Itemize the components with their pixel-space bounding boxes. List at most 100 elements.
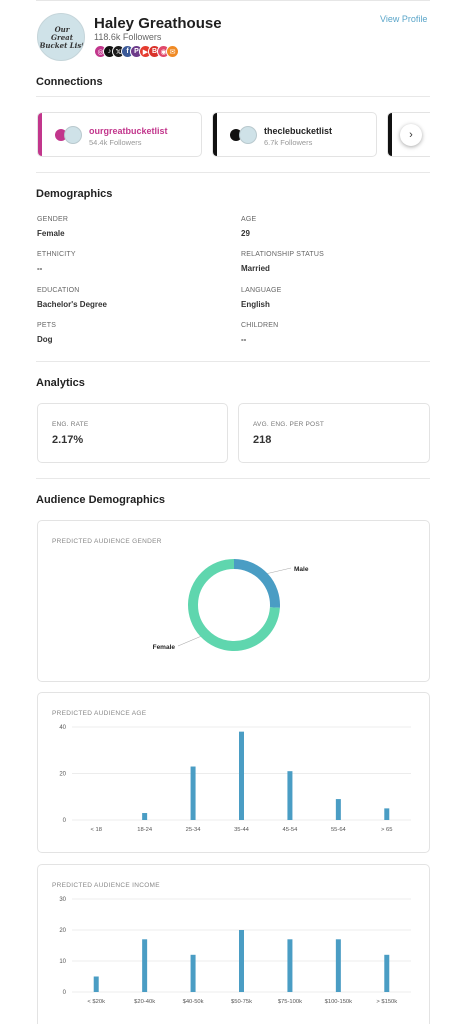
income-chart-card: PREDICTED AUDIENCE INCOME 0 10 20 30 < $20k $… bbox=[37, 864, 430, 1024]
bar-5[interactable] bbox=[335, 939, 341, 992]
gender-chart-title: PREDICTED AUDIENCE GENDER bbox=[52, 538, 162, 545]
y-tick-label: 20 bbox=[59, 928, 66, 934]
x-tick-label: < 18 bbox=[90, 827, 101, 833]
demographics-title: Demographics bbox=[36, 188, 113, 200]
demo-education-label: EDUCATION bbox=[37, 287, 80, 294]
bar-2[interactable] bbox=[190, 766, 196, 820]
x-tick-label: 45-54 bbox=[283, 827, 299, 833]
x-tick-label: < $20k bbox=[87, 999, 105, 1005]
demo-language-value: English bbox=[241, 300, 270, 309]
demo-age-label: AGE bbox=[241, 216, 257, 223]
avatar-line-2: Great bbox=[51, 33, 73, 42]
top-divider bbox=[36, 0, 430, 1]
connection-followers: 6.7k Followers bbox=[264, 138, 313, 147]
donut-label-female: Female bbox=[153, 644, 176, 651]
connections-next-button[interactable]: › bbox=[400, 124, 422, 146]
demo-relationship-label: RELATIONSHIP STATUS bbox=[241, 251, 325, 258]
x-tick-label: $100-150k bbox=[325, 999, 352, 1005]
bar-2[interactable] bbox=[190, 954, 196, 992]
x-tick-label: > 65 bbox=[381, 827, 392, 833]
x-tick-label: $40-50k bbox=[183, 999, 204, 1005]
demo-children-value: -- bbox=[241, 335, 247, 344]
bar-1[interactable] bbox=[142, 813, 148, 820]
connection-avatar bbox=[64, 126, 82, 144]
analytics-title: Analytics bbox=[36, 377, 85, 389]
bar-3[interactable] bbox=[239, 731, 244, 820]
demo-pets-label: PETS bbox=[37, 322, 57, 329]
connection-handle: ourgreatbucketlist bbox=[89, 126, 168, 136]
bar-4[interactable] bbox=[287, 939, 293, 992]
audience-title: Audience Demographics bbox=[36, 494, 165, 506]
profile-avatar[interactable]: Our Great Bucket List bbox=[37, 13, 85, 61]
connection-card-tiktok[interactable]: theclebucketlist 6.7k Followers bbox=[212, 112, 377, 157]
connection-handle: theclebucketlist bbox=[264, 126, 333, 136]
y-tick-label: 0 bbox=[63, 818, 67, 824]
donut-slice-female[interactable] bbox=[188, 559, 280, 651]
email-icon[interactable]: ✉ bbox=[166, 45, 179, 58]
y-tick-label: 0 bbox=[63, 990, 67, 996]
age-bar-chart: 0 20 40 < 18 18-24 25-34 35-44 45-54 55-64 > 65 bbox=[59, 725, 411, 833]
stat-card-avg-eng: AVG. ENG. PER POST 218 bbox=[238, 403, 430, 463]
connection-card-instagram[interactable]: ourgreatbucketlist 54.4k Followers bbox=[37, 112, 202, 157]
donut-leader-line bbox=[177, 636, 201, 647]
stat-value: 2.17% bbox=[52, 434, 84, 446]
x-tick-label: > $150k bbox=[376, 999, 397, 1005]
demo-pets-value: Dog bbox=[37, 335, 53, 344]
income-chart-title: PREDICTED AUDIENCE INCOME bbox=[52, 882, 160, 889]
avatar-logo: Our Great Bucket List bbox=[38, 14, 85, 60]
audience-divider-top bbox=[36, 478, 430, 479]
y-tick-label: 30 bbox=[59, 897, 66, 903]
income-bar-chart: 0 10 20 30 < $20k $20-40k $40-50k $50-75k $75-10… bbox=[59, 897, 411, 1005]
demo-relationship-value: Married bbox=[241, 264, 270, 273]
demo-education-value: Bachelor's Degree bbox=[37, 300, 107, 309]
stat-value: 218 bbox=[253, 434, 272, 446]
bar-4[interactable] bbox=[287, 771, 293, 820]
connection-followers: 54.4k Followers bbox=[89, 138, 142, 147]
x-tick-label: 25-34 bbox=[186, 827, 202, 833]
bar-1[interactable] bbox=[142, 939, 148, 992]
bar-3[interactable] bbox=[239, 930, 244, 992]
demo-gender-label: GENDER bbox=[37, 216, 69, 223]
connections-title: Connections bbox=[36, 76, 103, 88]
stat-label: AVG. ENG. PER POST bbox=[253, 421, 325, 428]
avatar-line-1: Our bbox=[54, 25, 70, 34]
bar-6[interactable] bbox=[384, 954, 390, 992]
y-tick-label: 40 bbox=[59, 725, 66, 731]
stat-label: ENG. RATE bbox=[52, 421, 89, 428]
connection-accent bbox=[388, 113, 392, 156]
x-tick-label: 55-64 bbox=[331, 827, 347, 833]
demo-gender-value: Female bbox=[37, 229, 65, 238]
x-tick-label: $50-75k bbox=[231, 999, 252, 1005]
age-chart-card: PREDICTED AUDIENCE AGE 0 20 40 < 18 18-24 25-… bbox=[37, 692, 430, 853]
donut-leader-line bbox=[267, 567, 292, 574]
demographics-divider-top bbox=[36, 172, 430, 173]
connection-accent bbox=[213, 113, 217, 156]
bar-0[interactable] bbox=[93, 976, 99, 993]
demo-age-value: 29 bbox=[241, 229, 250, 238]
demo-language-label: LANGUAGE bbox=[241, 287, 282, 294]
stat-card-eng-rate: ENG. RATE 2.17% bbox=[37, 403, 228, 463]
donut-slice-male[interactable] bbox=[233, 559, 280, 608]
avatar-line-3: Bucket List bbox=[39, 41, 85, 50]
x-tick-label: 18-24 bbox=[137, 827, 153, 833]
gender-chart-card: PREDICTED AUDIENCE GENDER Male Female bbox=[37, 520, 430, 682]
chevron-right-icon: › bbox=[409, 129, 413, 141]
bar-6[interactable] bbox=[384, 808, 390, 820]
demo-ethnicity-value: -- bbox=[37, 264, 43, 273]
donut-label-male: Male bbox=[294, 566, 309, 573]
x-tick-label: $20-40k bbox=[134, 999, 155, 1005]
profile-followers: 118.6k Followers bbox=[94, 32, 162, 42]
bar-5[interactable] bbox=[335, 799, 341, 820]
demo-children-label: CHILDREN bbox=[241, 322, 279, 329]
view-profile-link[interactable]: View Profile bbox=[380, 14, 428, 24]
connection-accent bbox=[38, 113, 42, 156]
analytics-divider-top bbox=[36, 361, 430, 362]
connections-divider bbox=[36, 96, 430, 97]
gender-donut-chart: Male Female bbox=[153, 559, 309, 651]
y-tick-label: 10 bbox=[59, 959, 66, 965]
age-chart-title: PREDICTED AUDIENCE AGE bbox=[52, 710, 147, 717]
demo-ethnicity-label: ETHNICITY bbox=[37, 251, 76, 258]
y-tick-label: 20 bbox=[59, 772, 66, 778]
profile-name: Haley Greathouse bbox=[94, 15, 222, 32]
